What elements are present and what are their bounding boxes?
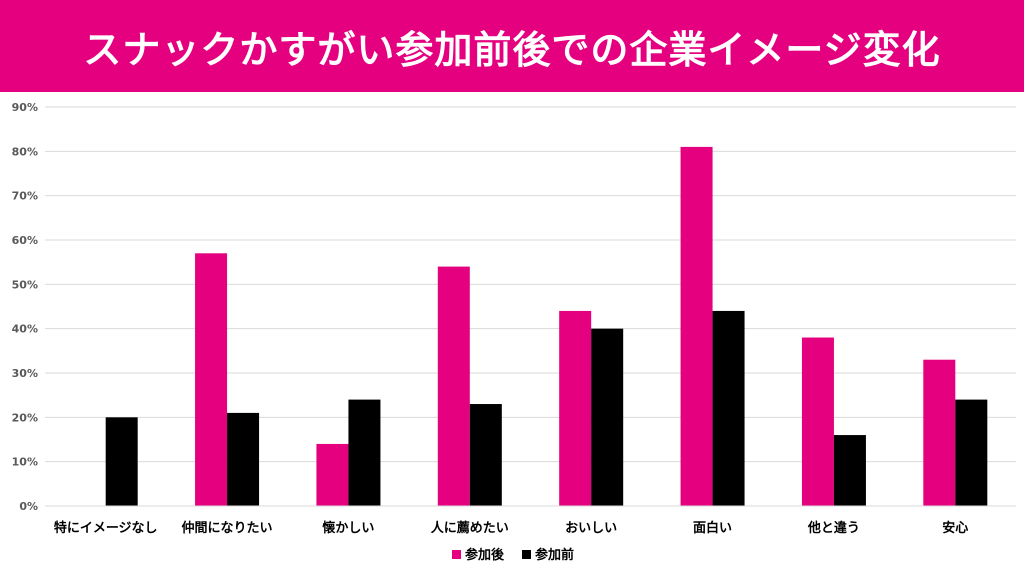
y-tick-label: 50% xyxy=(12,278,38,291)
bar-before xyxy=(955,399,988,506)
bar-before xyxy=(348,399,381,506)
y-tick-label: 0% xyxy=(19,500,38,513)
x-tick-label: 懐かしい xyxy=(322,520,374,536)
legend-label: 参加前 xyxy=(535,547,574,563)
bar-after xyxy=(559,310,592,506)
x-tick-label: おいしい xyxy=(565,521,617,536)
bar-before xyxy=(469,404,502,506)
y-tick-label: 80% xyxy=(12,145,38,158)
bar-after xyxy=(316,443,349,506)
bar-after xyxy=(801,337,834,506)
x-tick-label: 安心 xyxy=(942,520,968,536)
bar-before xyxy=(591,328,624,506)
chart-title: スナックかすがい参加前後での企業イメージ変化 xyxy=(83,27,941,72)
bar-after xyxy=(680,146,713,506)
y-tick-label: 20% xyxy=(12,411,38,424)
y-tick-label: 30% xyxy=(12,367,38,380)
legend-swatch xyxy=(452,550,461,559)
y-tick-label: 40% xyxy=(12,323,38,336)
y-tick-label: 10% xyxy=(12,456,38,469)
title-banner: スナックかすがい参加前後での企業イメージ変化 xyxy=(0,0,1024,92)
bar-after xyxy=(923,359,956,506)
x-tick-label: 面白い xyxy=(693,520,732,536)
x-tick-label: 他と違う xyxy=(807,520,860,536)
bar-before xyxy=(105,417,138,506)
bar-after xyxy=(195,253,228,506)
x-tick-label: 特にイメージなし xyxy=(54,520,158,536)
bar-before xyxy=(712,310,745,506)
bar-before xyxy=(227,412,260,506)
bar-before xyxy=(833,435,866,506)
legend-label: 参加後 xyxy=(465,547,505,563)
legend-swatch xyxy=(522,550,531,559)
y-tick-label: 90% xyxy=(12,101,38,114)
x-tick-label: 人に薦めたい xyxy=(431,520,509,536)
x-tick-label: 仲間になりたい xyxy=(182,520,273,536)
bar-after xyxy=(437,266,470,506)
y-tick-label: 70% xyxy=(12,190,38,203)
y-tick-label: 60% xyxy=(12,234,38,247)
